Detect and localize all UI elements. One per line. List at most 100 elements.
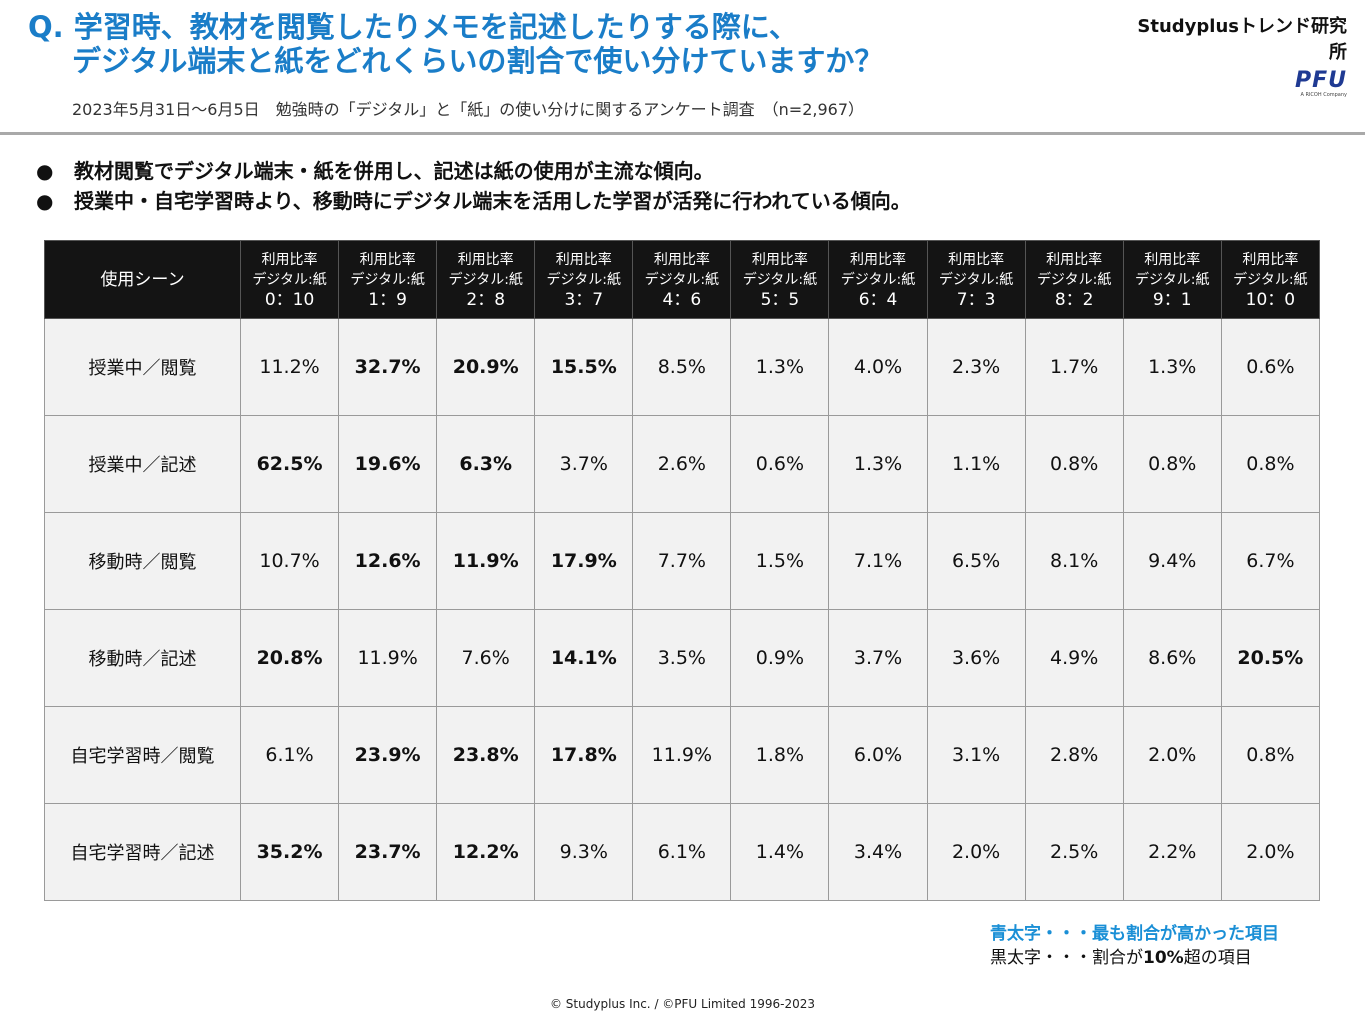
finding-text: 授業中・自宅学習時より、移動時にデジタル端末を活用した学習が活発に行われている傾…: [74, 189, 911, 213]
brand-block: Studyplusトレンド研究所 PFU A RICOH Company: [1127, 12, 1347, 100]
ratio-column-header: 利用比率デジタル:紙 10：0: [1220, 240, 1321, 319]
header-divider: [0, 132, 1365, 135]
ratio-column-header: 利用比率デジタル:紙 6：4: [828, 240, 928, 319]
title-line-2: デジタル端末と紙をどれくらいの割合で使い分けていますか？: [72, 44, 884, 78]
legend-blue-note: 青太字・・・最も割合が高かった項目: [990, 924, 1279, 944]
value-cell: 20.5%: [1220, 609, 1321, 707]
value-cell: 0.6%: [1220, 318, 1321, 416]
ratio-header-line1: 利用比率: [555, 251, 612, 268]
scene-label: 授業中／閲覧: [44, 318, 241, 416]
ratio-header-line2: デジタル:紙: [742, 271, 818, 288]
finding-text: 教材閲覧でデジタル端末・紙を併用し、記述は紙の使用が主流な傾向。: [74, 159, 714, 183]
value-cell: 0.9%: [730, 609, 830, 707]
ratio-header-value: 10：0: [1245, 289, 1296, 310]
value-cell: 2.2%: [1122, 803, 1222, 901]
value-cell: 3.4%: [828, 803, 928, 901]
ratio-header-line1: 利用比率: [1144, 251, 1201, 268]
legend-black-bold: 10%: [1143, 948, 1184, 968]
legend-black-prefix: 黒太字・・・割合が: [990, 948, 1143, 968]
ratio-column-header: 利用比率デジタル:紙 7：3: [926, 240, 1026, 319]
ratio-header-value: 9：1: [1152, 289, 1192, 310]
value-cell: 23.9%: [338, 706, 438, 804]
value-cell: 62.5%: [239, 415, 340, 513]
value-cell: 6.7%: [1220, 512, 1321, 610]
finding-item: ● 教材閲覧でデジタル端末・紙を併用し、記述は紙の使用が主流な傾向。: [36, 156, 911, 186]
bullet-icon: ●: [36, 189, 54, 213]
table-row: 授業中／記述 62.5% 19.6% 6.3% 3.7% 2.6% 0.6% 1.3% 1.1%…: [44, 415, 1321, 513]
ratio-header-value: 7：3: [956, 289, 996, 310]
value-cell: 0.6%: [730, 415, 830, 513]
value-cell: 17.9%: [534, 512, 634, 610]
value-cell: 7.7%: [632, 512, 732, 610]
table-row: 自宅学習時／閲覧 6.1% 23.9% 23.8% 17.8% 11.9% 1.8% 6.0%…: [44, 706, 1321, 804]
value-cell: 3.6%: [926, 609, 1026, 707]
value-cell: 0.8%: [1024, 415, 1124, 513]
value-cell: 8.5%: [632, 318, 732, 416]
ratio-column-header: 利用比率 デジタル:紙 3：7: [534, 240, 634, 319]
value-cell: 15.5%: [534, 318, 634, 416]
ratio-header-line1: 利用比率: [653, 251, 710, 268]
ratio-column-header: 利用比率 デジタル:紙 1：9: [338, 240, 438, 319]
value-cell: 17.8%: [534, 706, 634, 804]
scene-label: 自宅学習時／記述: [44, 803, 241, 901]
value-cell: 6.5%: [926, 512, 1026, 610]
ratio-header-line2: デジタル:紙: [1233, 271, 1308, 288]
ratio-header-line1: 利用比率: [948, 251, 1005, 268]
copyright-footer: © Studyplus Inc. / ©PFU Limited 1996-202…: [549, 997, 816, 1011]
value-cell: 8.1%: [1024, 512, 1124, 610]
value-cell: 23.8%: [436, 706, 536, 804]
value-cell: 2.3%: [926, 318, 1026, 416]
ratio-header-line2: デジタル:紙: [840, 271, 916, 288]
ratio-header-value: 0：10: [264, 289, 315, 310]
value-cell: 1.8%: [730, 706, 830, 804]
ratio-header-line2: デジタル:紙: [644, 271, 720, 288]
ratio-header-value: 2：8: [466, 289, 506, 310]
key-findings: ● 教材閲覧でデジタル端末・紙を併用し、記述は紙の使用が主流な傾向。 ● 授業中・自…: [36, 156, 911, 216]
ratio-header-line1: 利用比率: [261, 251, 318, 268]
ratio-header-value: 5：5: [760, 289, 800, 310]
value-cell: 3.7%: [534, 415, 634, 513]
pfu-logo-text: PFU: [1294, 68, 1347, 93]
value-cell: 2.8%: [1024, 706, 1124, 804]
value-cell: 0.8%: [1122, 415, 1222, 513]
value-cell: 1.3%: [730, 318, 830, 416]
legend: 青太字・・・最も割合が高かった項目 黒太字・・・割合が10%超の項目: [990, 922, 1279, 970]
ratio-header-line1: 利用比率: [1046, 251, 1103, 268]
page-title: Q. 学習時、教材を閲覧したりメモを記述したりする際に、 デジタル端末と紙をどれ…: [28, 10, 883, 78]
table-row: 移動時／閲覧 10.7% 12.6% 11.9% 17.9% 7.7% 1.5% 7.1% 6.…: [44, 512, 1321, 610]
scene-label: 移動時／閲覧: [44, 512, 241, 610]
value-cell: 6.1%: [239, 706, 340, 804]
ratio-header-value: 6：4: [858, 289, 898, 310]
finding-item: ● 授業中・自宅学習時より、移動時にデジタル端末を活用した学習が活発に行われている…: [36, 186, 911, 216]
value-cell: 12.2%: [436, 803, 536, 901]
scene-label: 移動時／記述: [44, 609, 241, 707]
brand-name: Studyplusトレンド研究所: [1137, 16, 1347, 63]
ratio-column-header: 利用比率 デジタル:紙 8：2: [1024, 240, 1124, 319]
usage-ratio-table: 使用シーン 利用比率 デジタル:紙 0：10 利用比率 デジタル:紙 1：9 利用比率 デジタ…: [44, 240, 1321, 901]
ratio-header-line2: デジタル:紙: [448, 271, 523, 288]
value-cell: 20.8%: [239, 609, 340, 707]
value-cell: 2.6%: [632, 415, 732, 513]
table-row: 移動時／記述 20.8% 11.9% 7.6% 14.1% 3.5% 0.9% 3.7% 3.6…: [44, 609, 1321, 707]
ratio-header-line1: 利用比率: [457, 251, 514, 268]
ratio-header-line2: デジタル:紙: [938, 271, 1014, 288]
value-cell: 2.5%: [1024, 803, 1124, 901]
value-cell: 2.0%: [926, 803, 1026, 901]
ratio-header-line1: 利用比率: [850, 251, 906, 268]
ratio-header-value: 8：2: [1054, 289, 1094, 310]
ratio-header-line2: デジタル:紙: [1135, 271, 1210, 288]
value-cell: 35.2%: [239, 803, 340, 901]
ratio-header-value: 3：7: [564, 289, 604, 310]
value-cell: 11.2%: [239, 318, 340, 416]
value-cell: 11.9%: [436, 512, 536, 610]
value-cell: 1.4%: [730, 803, 830, 901]
ratio-header-line1: 利用比率: [359, 251, 416, 268]
value-cell: 14.1%: [534, 609, 634, 707]
value-cell: 23.7%: [338, 803, 438, 901]
value-cell: 0.8%: [1220, 415, 1321, 513]
value-cell: 19.6%: [338, 415, 438, 513]
value-cell: 8.6%: [1122, 609, 1222, 707]
value-cell: 4.0%: [828, 318, 928, 416]
value-cell: 32.7%: [338, 318, 438, 416]
ratio-header-line1: 利用比率: [1242, 251, 1299, 268]
